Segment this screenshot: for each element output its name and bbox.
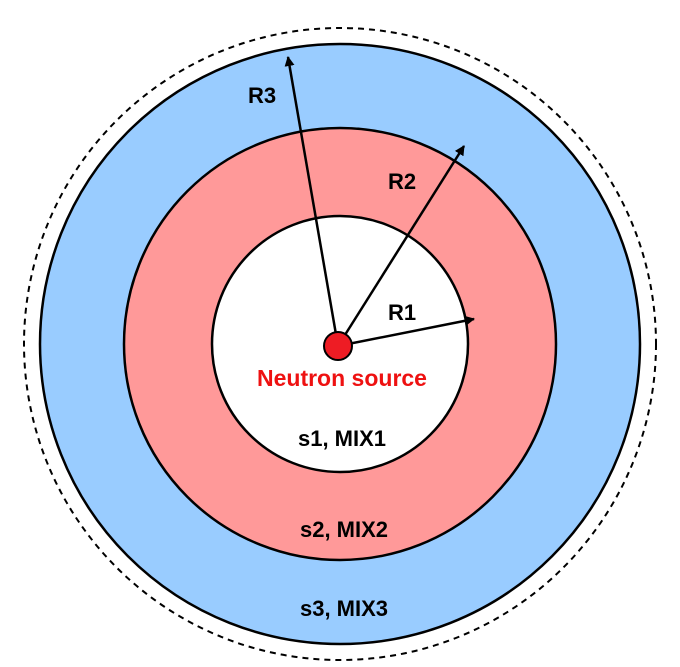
region-1-label: s1, MIX1 (298, 426, 386, 451)
region-3-label: s3, MIX3 (300, 596, 388, 621)
outer-boundary-dashed (23, 27, 657, 661)
neutron-source-label: Neutron source (257, 365, 427, 391)
r2-label: R2 (388, 169, 416, 194)
r3-label: R3 (248, 83, 276, 108)
r2-arrow (336, 145, 466, 347)
r3-arrow (284, 56, 340, 347)
r1-arrow (337, 315, 475, 348)
neutron-source-dot (323, 331, 353, 361)
region-2-label: s2, MIX2 (300, 517, 388, 542)
r1-label: R1 (388, 300, 416, 325)
